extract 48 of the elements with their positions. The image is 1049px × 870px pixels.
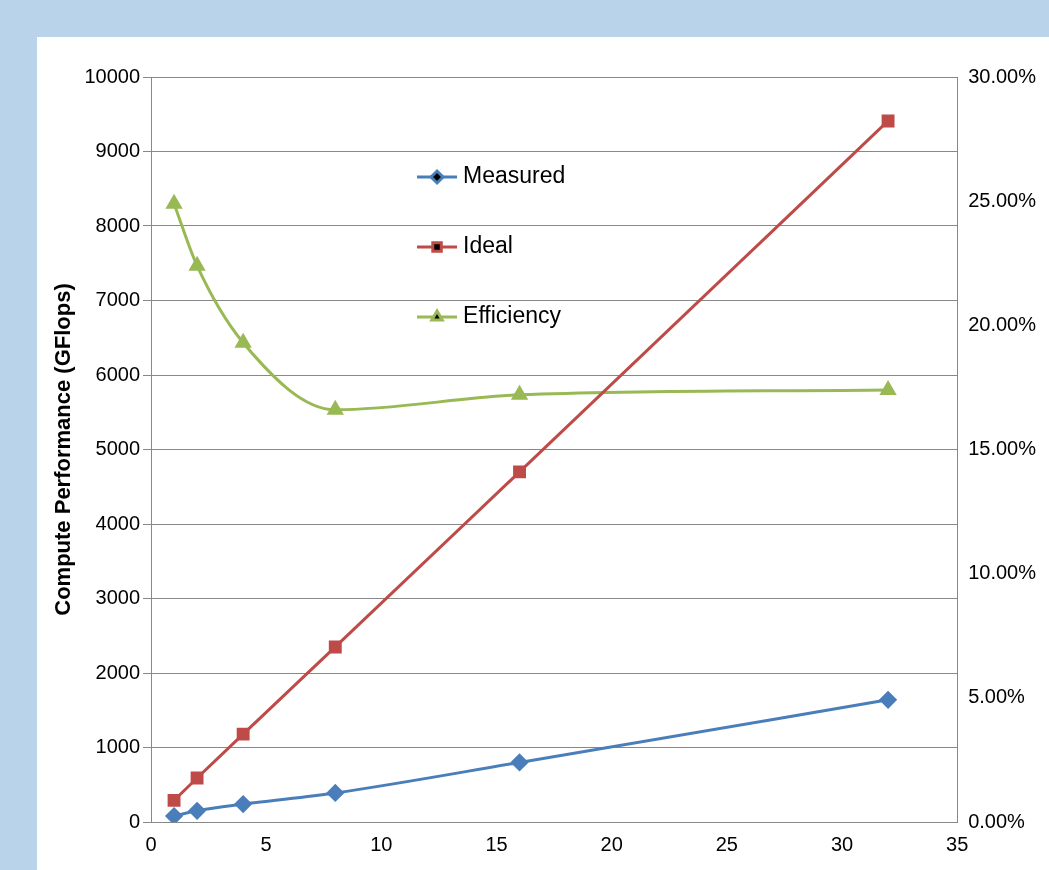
y2-tick-label: 25.00% bbox=[968, 188, 1037, 211]
point bbox=[327, 401, 343, 415]
point bbox=[511, 753, 529, 771]
point bbox=[881, 114, 895, 128]
point bbox=[880, 381, 896, 395]
x-tick-label: 35 bbox=[946, 832, 969, 855]
point bbox=[328, 640, 342, 654]
point bbox=[326, 784, 344, 802]
y-tick-label: 2000 bbox=[95, 660, 141, 683]
point bbox=[188, 802, 206, 820]
point bbox=[165, 807, 183, 822]
point bbox=[166, 195, 182, 209]
legend-label: Ideal bbox=[463, 232, 513, 259]
legend-label: Efficiency bbox=[463, 302, 562, 329]
point bbox=[511, 386, 528, 400]
x-tick-label: 15 bbox=[485, 832, 508, 855]
point bbox=[190, 771, 204, 785]
y2-tick-label: 30.00% bbox=[968, 64, 1037, 87]
y-tick-label: 3000 bbox=[95, 586, 141, 609]
x-tick-label: 25 bbox=[715, 832, 738, 855]
y2-tick-label: 20.00% bbox=[968, 312, 1037, 335]
point bbox=[189, 257, 205, 271]
y-tick-label: 1000 bbox=[95, 735, 141, 758]
y-tick-label: 5000 bbox=[95, 437, 141, 460]
y-tick-label: 10000 bbox=[84, 64, 141, 87]
y2-tick-label: 15.00% bbox=[968, 437, 1037, 460]
y-tick-label: 4000 bbox=[95, 511, 141, 534]
y-tick-label: 7000 bbox=[95, 288, 141, 311]
point bbox=[167, 793, 181, 807]
legend-label: Measured bbox=[463, 162, 566, 189]
x-tick-label: 5 bbox=[260, 832, 272, 855]
x-tick-label: 0 bbox=[145, 832, 157, 855]
x-tick-label: 10 bbox=[370, 832, 393, 855]
y2-tick-label: 5.00% bbox=[968, 685, 1026, 708]
y2-tick-label: 0.00% bbox=[968, 809, 1026, 832]
point bbox=[234, 795, 252, 813]
point bbox=[236, 727, 250, 741]
x-tick-label: 30 bbox=[830, 832, 854, 855]
y-tick-label: 9000 bbox=[95, 139, 141, 162]
y2-tick-label: 10.00% bbox=[968, 561, 1037, 584]
y-tick-label: 0 bbox=[128, 809, 141, 832]
point bbox=[513, 465, 526, 479]
point bbox=[879, 691, 897, 709]
x-tick-label: 20 bbox=[600, 832, 623, 855]
y-tick-label: 6000 bbox=[95, 362, 141, 385]
point bbox=[235, 334, 251, 348]
y-tick-label: 8000 bbox=[95, 213, 141, 236]
y-axis-title: Compute Performance (GFlops) bbox=[50, 283, 76, 616]
